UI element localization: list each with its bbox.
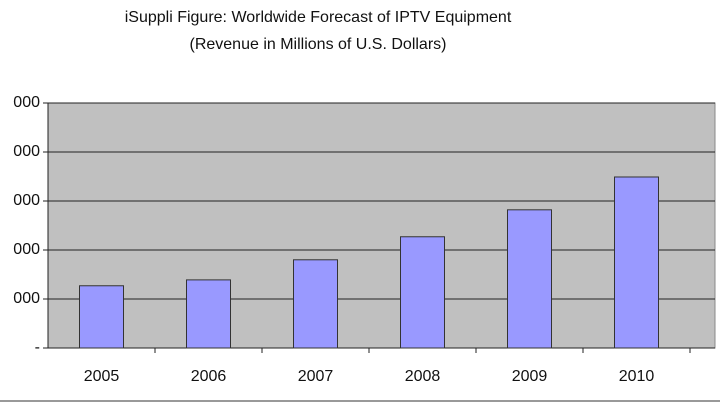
x-tick-label: 2007 (298, 368, 334, 385)
bar (79, 285, 124, 349)
chart-subtitle: (Revenue in Millions of U.S. Dollars) (190, 36, 447, 53)
x-tick-label: 2009 (512, 368, 548, 385)
bar (186, 279, 231, 349)
bar (507, 209, 552, 349)
bar (400, 236, 445, 349)
y-tick-label: - (35, 339, 40, 356)
x-tick-label: 2005 (84, 368, 120, 385)
x-tick-label: 2008 (405, 368, 441, 385)
x-tick-label: 2006 (191, 368, 227, 385)
y-tick-label: 000 (13, 192, 40, 209)
plot-area (47, 102, 716, 349)
y-tick-label: 000 (13, 241, 40, 258)
x-tick-label: 2010 (619, 368, 655, 385)
chart-title: iSuppli Figure: Worldwide Forecast of IP… (125, 9, 512, 26)
bar (614, 176, 659, 349)
y-tick-label: 000 (13, 290, 40, 307)
y-tick-label: 000 (13, 94, 40, 111)
y-tick-label: 000 (13, 143, 40, 160)
bar (293, 259, 338, 349)
